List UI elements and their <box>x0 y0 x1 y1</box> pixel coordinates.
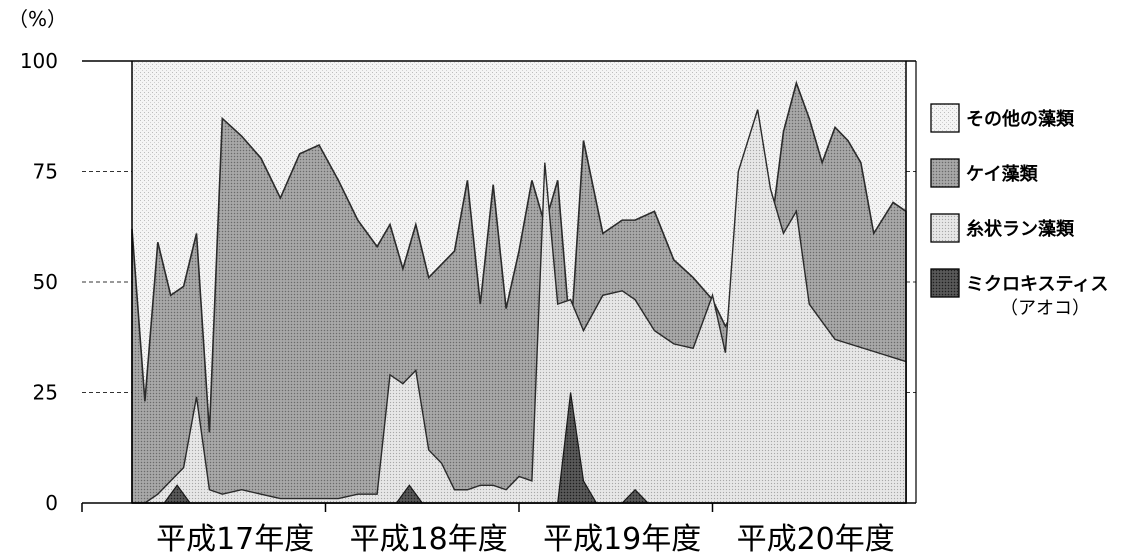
y-tick-label: 100 <box>20 49 58 73</box>
legend-swatch <box>930 103 960 133</box>
y-unit-label: （%） <box>8 7 67 31</box>
y-tick-label: 50 <box>33 270 58 294</box>
y-tick-label: 75 <box>33 160 58 184</box>
legend-label: ケイ藻類 <box>966 164 1039 185</box>
y-tick-label: 0 <box>45 491 58 515</box>
legend-sublabel: （アオコ） <box>1000 298 1090 319</box>
x-period-label: 平成19年度 <box>543 522 701 556</box>
plot-frame <box>82 60 917 504</box>
legend-swatch <box>930 158 960 188</box>
legend-label: その他の藻類 <box>966 108 1075 130</box>
y-axis: 0 25 50 75 100 <box>20 49 58 515</box>
legend-label: ミクロキスティス <box>966 274 1108 295</box>
x-period-label: 平成18年度 <box>350 522 508 556</box>
gridlines <box>82 171 916 393</box>
x-axis: 平成17年度 平成18年度 平成19年度 平成20年度 <box>81 503 895 556</box>
area-filamentous-cyanobacteria <box>132 109 907 504</box>
area-series-group <box>131 61 907 504</box>
legend-label: 糸状ラン藻類 <box>966 218 1075 240</box>
y-tick-label: 25 <box>33 381 58 405</box>
x-period-label: 平成20年度 <box>737 522 895 556</box>
legend-swatch <box>930 268 960 298</box>
x-period-label: 平成17年度 <box>156 522 314 556</box>
legend-swatch <box>930 213 960 243</box>
